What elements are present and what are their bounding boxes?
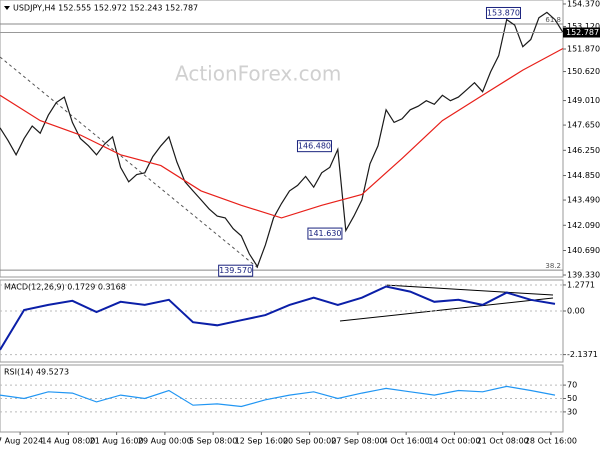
- x-tick-label: 7 Aug 2024: [0, 437, 43, 446]
- annotation-box: [485, 6, 521, 19]
- y-tick-label: 143.490: [567, 196, 600, 205]
- fib-label: 38.2: [545, 262, 561, 270]
- x-tick-label: 21 Aug 16:00: [90, 437, 144, 446]
- x-tick-label: 14 Aug 08:00: [41, 437, 95, 446]
- rsi-title: RSI(14) 49.5273: [4, 368, 69, 377]
- series-line: [0, 11, 564, 268]
- fib-label: 61.8: [545, 16, 561, 24]
- y-tick-label: 154.370: [567, 0, 600, 8]
- y-tick-label: -2.1371: [567, 350, 598, 359]
- y-tick-label: 1.2771: [567, 280, 595, 289]
- y-tick-label: 0.00: [567, 307, 585, 316]
- y-tick-label: 153.120: [567, 22, 600, 31]
- y-tick-label: 30: [567, 407, 577, 416]
- y-tick-label: 150.620: [567, 67, 600, 76]
- annotation-label: 139.570: [219, 266, 252, 275]
- series-line: [0, 47, 564, 219]
- x-tick-label: 14 Oct 00:00: [428, 437, 480, 446]
- y-tick-label: 149.010: [567, 96, 600, 105]
- chart-title: USDJPY,H4 152.555 152.972 152.243 152.78…: [13, 4, 198, 13]
- x-tick-label: 20 Sep 00:00: [283, 437, 336, 446]
- annotation-box: [218, 264, 254, 277]
- annotation-label: 146.480: [298, 142, 331, 151]
- x-tick-label: 5 Sep 08:00: [189, 437, 237, 446]
- y-tick-label: 140.690: [567, 246, 600, 255]
- x-tick-label: 28 Oct 16:00: [525, 437, 577, 446]
- y-tick-label: 144.850: [567, 171, 600, 180]
- x-tick-label: 4 Oct 16:00: [383, 437, 430, 446]
- y-tick-label: 147.650: [567, 121, 600, 130]
- x-tick-label: 27 Sep 08:00: [331, 437, 384, 446]
- annotation-box: [296, 140, 332, 153]
- y-tick-label: 139.330: [567, 271, 600, 280]
- menu-arrow: [4, 6, 10, 10]
- x-tick-label: 12 Sep 16:00: [235, 437, 288, 446]
- y-tick-label: 146.250: [567, 146, 600, 155]
- series-line: [0, 385, 556, 408]
- price-tag-label: 152.787: [566, 28, 599, 37]
- y-tick-label: 50: [567, 394, 577, 403]
- macd-title: MACD(12,26,9) 0.1729 0.3168: [4, 283, 126, 292]
- y-tick-label: 70: [567, 381, 577, 390]
- macd-trend-line: [339, 297, 554, 322]
- trend-line: [0, 56, 259, 269]
- macd-trend-line: [384, 284, 554, 296]
- y-tick-label: 142.090: [567, 221, 600, 230]
- annotation-label: 141.630: [308, 229, 341, 238]
- annotation-label: 153.870: [487, 8, 520, 17]
- y-tick-label: 151.870: [567, 45, 600, 54]
- watermark: ActionForex.com: [175, 62, 341, 86]
- price-panel: [0, 0, 564, 278]
- annotation-box: [307, 227, 343, 240]
- x-tick-label: 29 Aug 00:00: [138, 437, 192, 446]
- x-tick-label: 21 Oct 08:00: [477, 437, 529, 446]
- price-tag: [563, 27, 600, 38]
- macd-panel: [0, 279, 564, 363]
- series-line: [0, 285, 556, 351]
